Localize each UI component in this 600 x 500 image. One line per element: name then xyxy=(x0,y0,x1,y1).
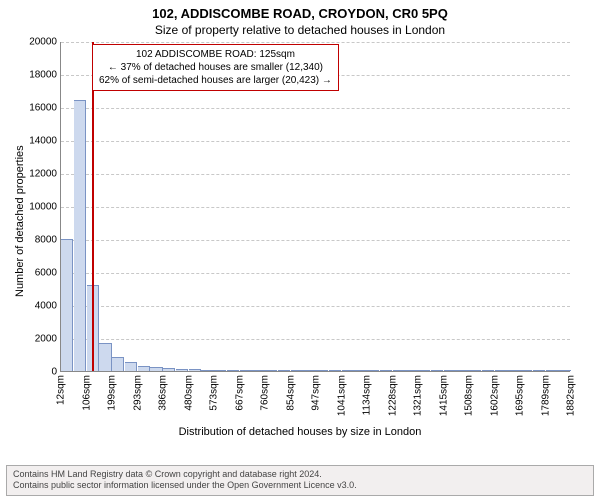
ytick-label: 6000 xyxy=(35,268,57,279)
histogram-bar xyxy=(214,370,226,371)
ytick-label: 10000 xyxy=(29,202,57,213)
histogram-bar xyxy=(138,366,150,371)
marker-line xyxy=(92,42,94,371)
ytick-label: 2000 xyxy=(35,334,57,345)
xtick-label: 573sqm xyxy=(209,375,220,411)
histogram-bar xyxy=(418,370,430,371)
histogram-bar xyxy=(456,370,468,371)
ytick-label: 12000 xyxy=(29,169,57,180)
annotation-line1: 102 ADDISCOMBE ROAD: 125sqm xyxy=(99,48,332,61)
xtick-label: 854sqm xyxy=(285,375,296,411)
ytick-label: 4000 xyxy=(35,301,57,312)
xtick-label: 1134sqm xyxy=(362,375,373,415)
chart-title-main: 102, ADDISCOMBE ROAD, CROYDON, CR0 5PQ xyxy=(0,0,600,21)
histogram-bar xyxy=(291,370,303,371)
xtick-label: 1228sqm xyxy=(387,375,398,416)
histogram-bar xyxy=(240,370,252,371)
ytick-label: 20000 xyxy=(29,37,57,48)
histogram-bar xyxy=(495,370,507,371)
histogram-bar xyxy=(367,370,379,371)
ytick-label: 14000 xyxy=(29,136,57,147)
xtick-label: 947sqm xyxy=(311,375,322,411)
gridline-h xyxy=(61,141,570,142)
histogram-bar xyxy=(227,370,239,371)
xtick-label: 760sqm xyxy=(260,375,271,411)
histogram-bar xyxy=(329,370,341,371)
xtick-label: 1602sqm xyxy=(489,375,500,416)
xtick-label: 1695sqm xyxy=(515,375,526,416)
annotation-box: 102 ADDISCOMBE ROAD: 125sqm ← 37% of det… xyxy=(92,44,339,91)
histogram-bar xyxy=(99,343,111,371)
histogram-bar xyxy=(150,367,162,371)
histogram-bar xyxy=(469,370,481,371)
xtick-label: 293sqm xyxy=(132,375,143,411)
histogram-bar xyxy=(354,370,366,371)
histogram-bar xyxy=(431,370,443,371)
gridline-h xyxy=(61,174,570,175)
x-axis-title: Distribution of detached houses by size … xyxy=(0,426,600,438)
histogram-bar xyxy=(444,370,456,371)
histogram-bar xyxy=(252,370,264,371)
histogram-bar xyxy=(558,370,570,371)
gridline-h xyxy=(61,42,570,43)
histogram-bar xyxy=(189,369,201,371)
gridline-h xyxy=(61,306,570,307)
footer-attribution: Contains HM Land Registry data © Crown c… xyxy=(6,465,594,496)
histogram-bar xyxy=(380,370,392,371)
plot-area: 0200040006000800010000120001400016000180… xyxy=(60,42,570,372)
xtick-label: 1321sqm xyxy=(413,375,424,416)
gridline-h xyxy=(61,108,570,109)
xtick-label: 386sqm xyxy=(158,375,169,411)
histogram-bar xyxy=(546,370,558,371)
xtick-label: 480sqm xyxy=(183,375,194,411)
gridline-h xyxy=(61,207,570,208)
histogram-bar xyxy=(507,370,519,371)
gridline-h xyxy=(61,339,570,340)
chart-title-sub: Size of property relative to detached ho… xyxy=(0,21,600,37)
histogram-bar xyxy=(74,100,86,371)
histogram-bar xyxy=(61,239,73,371)
annotation-line3: 62% of semi-detached houses are larger (… xyxy=(99,74,332,87)
histogram-bar xyxy=(125,362,137,371)
footer-line1: Contains HM Land Registry data © Crown c… xyxy=(13,469,587,481)
histogram-bar xyxy=(201,370,213,371)
y-axis-title: Number of detached properties xyxy=(14,145,26,297)
histogram-bar xyxy=(342,370,354,371)
footer-line2: Contains public sector information licen… xyxy=(13,480,587,492)
histogram-bar xyxy=(405,370,417,371)
annotation-line2: ← 37% of detached houses are smaller (12… xyxy=(99,61,332,74)
histogram-bar xyxy=(482,370,494,371)
ytick-label: 16000 xyxy=(29,103,57,114)
xtick-label: 1415sqm xyxy=(438,375,449,416)
histogram-bar xyxy=(278,370,290,371)
xtick-label: 1882sqm xyxy=(566,375,577,416)
histogram-bar xyxy=(265,370,277,371)
ytick-label: 18000 xyxy=(29,70,57,81)
histogram-bar xyxy=(303,370,315,371)
xtick-label: 106sqm xyxy=(81,375,92,411)
histogram-bar xyxy=(520,370,532,371)
histogram-bar xyxy=(316,370,328,371)
xtick-label: 12sqm xyxy=(56,375,67,405)
histogram-bar xyxy=(393,370,405,371)
xtick-label: 667sqm xyxy=(234,375,245,411)
xtick-label: 1041sqm xyxy=(336,375,347,416)
gridline-h xyxy=(61,273,570,274)
histogram-bar xyxy=(176,369,188,371)
xtick-label: 199sqm xyxy=(107,375,118,411)
gridline-h xyxy=(61,240,570,241)
xtick-label: 1508sqm xyxy=(464,375,475,416)
histogram-bar xyxy=(533,370,545,371)
ytick-label: 8000 xyxy=(35,235,57,246)
xtick-label: 1789sqm xyxy=(540,375,551,416)
histogram-bar xyxy=(112,357,124,371)
histogram-bar xyxy=(163,368,175,371)
